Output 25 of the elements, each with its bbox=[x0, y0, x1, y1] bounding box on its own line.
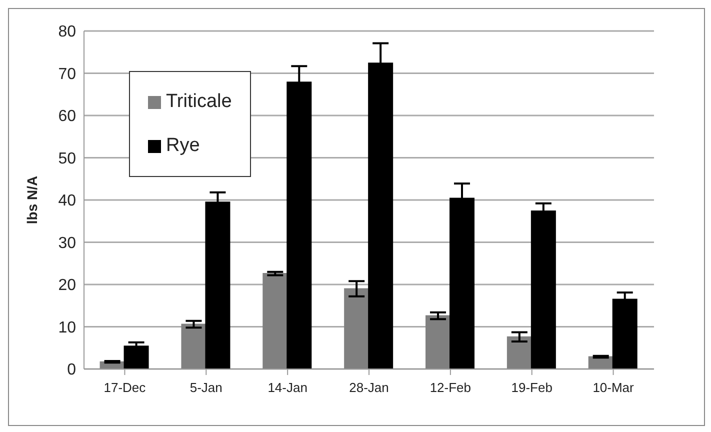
y-tick-label: 80 bbox=[58, 24, 76, 41]
legend-label: Rye bbox=[166, 135, 200, 157]
y-tick-label: 30 bbox=[58, 234, 76, 252]
y-tick-label: 40 bbox=[58, 192, 76, 210]
bar bbox=[262, 273, 288, 369]
y-axis-title: lbs N/A bbox=[24, 176, 40, 224]
legend-label: Triticale bbox=[166, 91, 232, 113]
x-tick-label: 19-Feb bbox=[511, 380, 552, 396]
x-tick-label: 10-Mar bbox=[592, 380, 635, 396]
x-tick-label: 12-Feb bbox=[430, 380, 472, 396]
y-tick-label: 70 bbox=[58, 66, 76, 83]
bar bbox=[344, 288, 370, 369]
bar bbox=[124, 346, 149, 369]
x-tick-label: 28-Jan bbox=[349, 380, 389, 396]
y-tick-label: 0 bbox=[67, 362, 76, 379]
y-tick-label: 50 bbox=[58, 150, 76, 168]
y-tick-label: 60 bbox=[58, 108, 76, 126]
bar bbox=[181, 324, 206, 369]
bar bbox=[426, 315, 450, 369]
y-tick-label: 20 bbox=[58, 277, 76, 294]
bar bbox=[506, 336, 532, 369]
x-tick-label: 14-Jan bbox=[268, 380, 308, 396]
x-tick-label: 17-Dec bbox=[104, 380, 146, 396]
y-tick-label: 10 bbox=[58, 319, 76, 336]
x-tick-label: 5-Jan bbox=[190, 380, 222, 396]
